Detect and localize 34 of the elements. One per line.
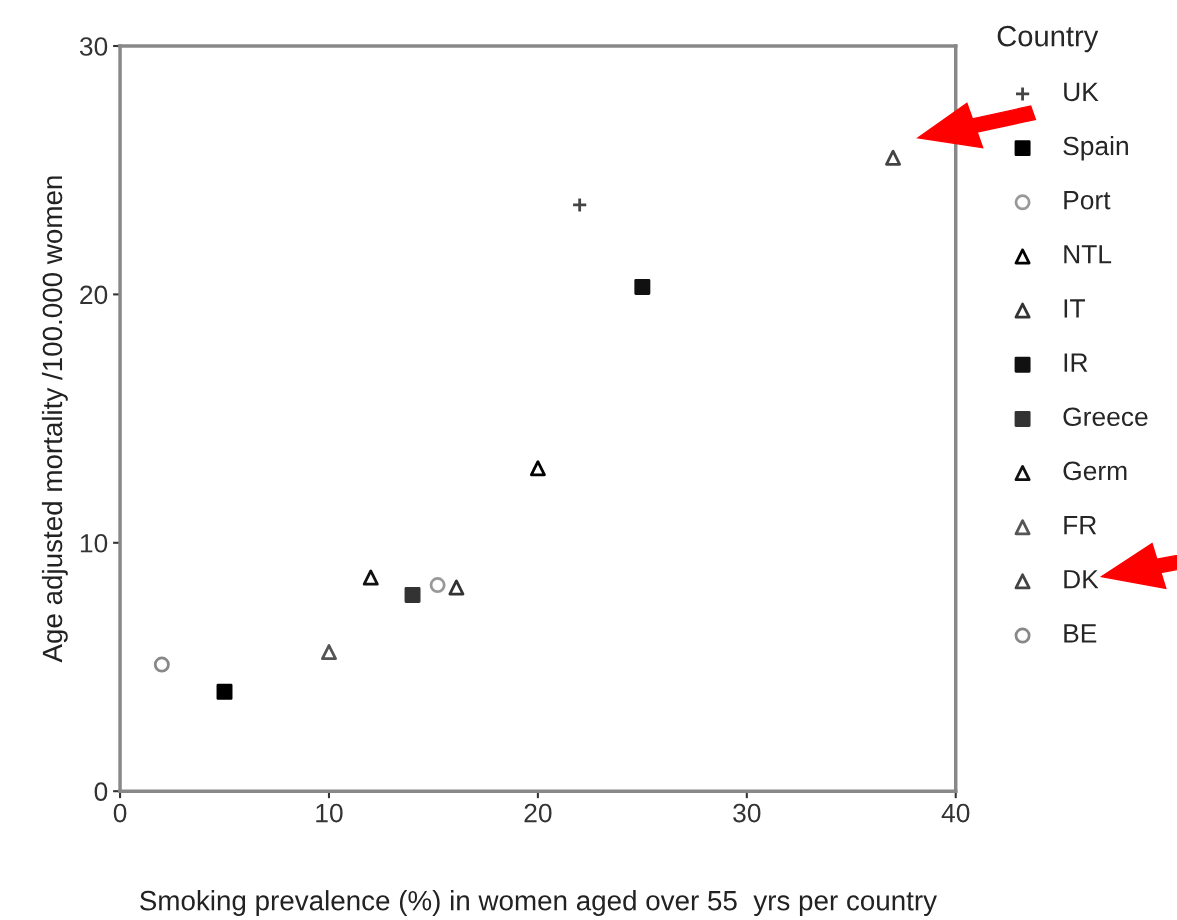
point [448, 579, 465, 596]
point [429, 577, 446, 594]
point [153, 656, 170, 673]
y-tick-label: 0 [94, 782, 108, 802]
legend-label: NTL [1064, 245, 1112, 264]
legend-label: Greece [1063, 407, 1148, 427]
point [404, 586, 421, 603]
point [529, 460, 546, 477]
legend-label: Spain [1063, 135, 1128, 161]
x-axis-title: Smoking prevalence (%) in women aged over 55 yrs per country [140, 890, 937, 916]
point [216, 683, 233, 700]
y-tick-label: 10 [80, 533, 108, 553]
point [362, 569, 379, 586]
x-tick-label: 0 [113, 803, 127, 823]
legend-label: BE [1064, 624, 1097, 643]
y-axis-title: Age adjusted mortality /100.000 women [41, 176, 68, 663]
legend-label: DK [1064, 570, 1099, 589]
legend-title: Country [997, 25, 1099, 53]
x-tick-label: 30 [733, 803, 761, 823]
legend-label: IR [1064, 353, 1088, 372]
x-tick-label: 40 [941, 803, 970, 823]
legend-label: IT [1064, 299, 1086, 318]
y-tick-label: 20 [80, 285, 108, 305]
point [634, 278, 651, 295]
x-tick-label: 10 [316, 803, 343, 823]
point [571, 197, 588, 213]
x-tick-label: 20 [524, 803, 552, 823]
point [320, 644, 337, 661]
y-tick-label: 30 [79, 37, 108, 56]
point [885, 149, 902, 166]
legend-label: Port [1064, 191, 1111, 210]
legend-label: FR [1064, 515, 1097, 535]
legend-label: Germ [1063, 461, 1127, 481]
legend-label: UK [1064, 82, 1099, 102]
